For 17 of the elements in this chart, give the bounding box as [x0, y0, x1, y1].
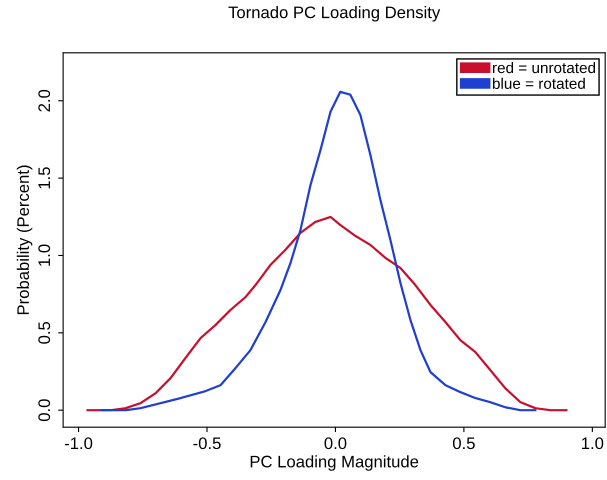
y-axis-title: Probability (Percent) [16, 166, 32, 314]
x-tick-label: -0.5 [193, 437, 221, 450]
x-tick-label: 1.0 [582, 437, 604, 450]
x-tick-label: 0.0 [324, 437, 346, 450]
x-tick-label: -1.0 [64, 437, 92, 450]
y-tick-label: 1.0 [38, 244, 50, 266]
y-tick-label: 0.0 [38, 399, 50, 422]
y-tick-label: 0.5 [38, 322, 50, 344]
line-series [100, 90, 536, 412]
x-tick-label: 0.5 [452, 437, 475, 450]
chart-title: Tornado PC Loading Density [228, 6, 440, 22]
x-axis-title: PC Loading Magnitude [250, 455, 418, 471]
line-series [86, 216, 568, 412]
y-tick-label: 1.5 [38, 167, 50, 188]
legend-label: blue = rotated [492, 78, 585, 89]
legend-label: red = unrotated [492, 62, 596, 74]
y-tick-label: 2.0 [38, 90, 50, 112]
